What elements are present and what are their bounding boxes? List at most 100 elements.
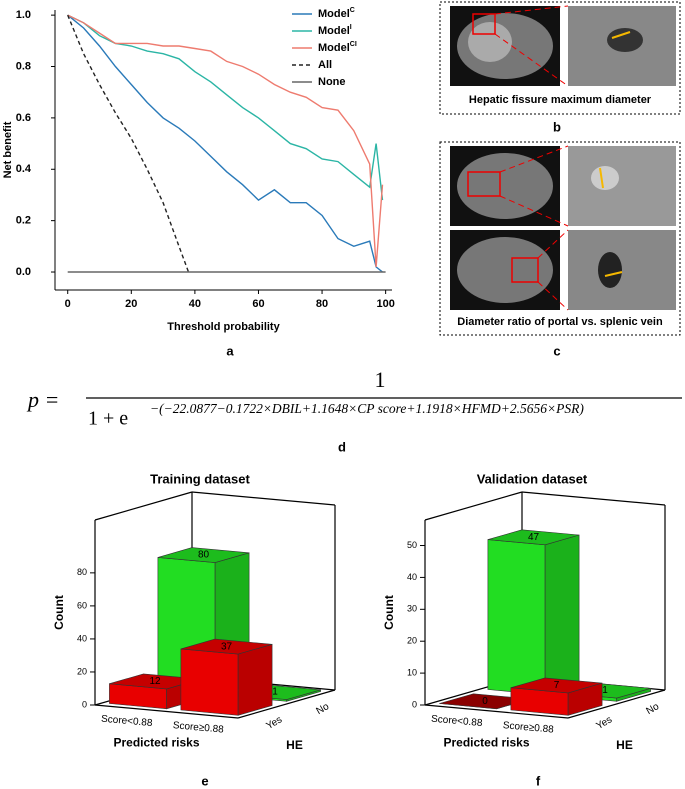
y-axis-label: Count — [382, 595, 396, 630]
y-tick-label: 60 — [77, 600, 87, 610]
bar-front — [487, 539, 546, 696]
zoom-line — [499, 195, 569, 227]
legend-label: All — [318, 59, 332, 71]
legend-name: Model — [318, 8, 350, 20]
panel-label: f — [536, 773, 541, 788]
measure-arrow — [611, 31, 631, 39]
chart-title: Training dataset — [150, 471, 250, 486]
y-tick-label: 40 — [77, 633, 87, 643]
series-line — [67, 14, 384, 267]
panel-label: c — [553, 343, 560, 358]
formula-exponent: −(−22.0877−0.1722×DBIL+1.1648×CP score+1… — [150, 401, 584, 416]
y-tick-label: 50 — [407, 540, 417, 550]
bar-top — [180, 638, 273, 655]
legend-superscript: C — [350, 7, 355, 14]
y-tick-label: 30 — [407, 604, 417, 614]
chart-title: Validation dataset — [477, 471, 588, 486]
legend-name: Model — [318, 42, 350, 54]
x-tick-label: Score≥0.88 — [502, 720, 554, 735]
x-axis-label: Predicted risks — [443, 736, 529, 750]
data-label: 12 — [149, 676, 161, 687]
x-tick-label: Score<0.88 — [101, 714, 154, 729]
x-tick-label: 80 — [316, 298, 328, 310]
formula-denominator: 1 + e — [88, 408, 128, 430]
panel-label: a — [226, 343, 234, 358]
ct-vein — [591, 166, 619, 190]
y-tick-label: 10 — [407, 667, 417, 677]
formula-numerator: 1 — [375, 367, 386, 392]
panel-c-frame — [439, 141, 681, 336]
ct-body — [457, 153, 553, 219]
y-tick-label: 0 — [412, 699, 417, 709]
x-tick-label: 0 — [65, 298, 71, 310]
ct-vein — [598, 252, 622, 288]
box-edge — [237, 689, 336, 719]
depth-tick-label: Yes — [595, 714, 615, 732]
bar-side — [544, 534, 580, 696]
x-tick-label: 40 — [189, 298, 201, 310]
bar-front — [180, 648, 239, 716]
legend-name: All — [318, 59, 332, 71]
legend-name: Model — [318, 25, 350, 37]
y-axis-label: Count — [52, 595, 66, 630]
depth-axis-label: HE — [616, 738, 633, 752]
ct-body — [457, 237, 553, 303]
y-tick-label: 1.0 — [16, 9, 31, 21]
measure-arrow — [604, 271, 623, 277]
roi-box — [472, 13, 496, 35]
legend-label: None — [318, 76, 346, 88]
box-edge — [521, 491, 666, 506]
ct-fissure — [607, 28, 643, 52]
x-tick-label: 100 — [376, 298, 394, 310]
data-label: 1 — [602, 685, 608, 696]
data-label: 7 — [554, 680, 560, 691]
y-tick-label: 0.4 — [16, 163, 32, 175]
x-tick-label: 60 — [252, 298, 264, 310]
caption: Diameter ratio of portal vs. splenic vei… — [457, 316, 663, 328]
y-tick-label: 0.2 — [16, 215, 31, 227]
legend-name: None — [318, 76, 346, 88]
legend-label: ModelCI — [318, 41, 357, 54]
x-tick-label: Score<0.88 — [431, 714, 484, 729]
data-label: 47 — [528, 532, 540, 543]
data-label: 80 — [198, 550, 210, 561]
zoom-line — [499, 145, 569, 173]
zoom-line — [494, 33, 569, 87]
legend-label: ModelI — [318, 24, 352, 37]
legend-superscript: CI — [350, 41, 357, 48]
zoom-line — [537, 281, 569, 311]
bar-top — [487, 529, 580, 546]
depth-tick-label: No — [645, 701, 662, 717]
bar-top — [510, 677, 603, 694]
depth-tick-label: No — [315, 701, 332, 717]
box-edge — [567, 689, 666, 719]
y-tick-label: 0 — [82, 699, 87, 709]
caption: Hepatic fissure maximum diameter — [469, 94, 652, 106]
y-tick-label: 20 — [77, 666, 87, 676]
panel-label: e — [201, 773, 208, 788]
x-axis-label: Predicted risks — [113, 736, 199, 750]
series-line — [67, 14, 383, 273]
data-label: 1 — [272, 687, 278, 698]
depth-axis-label: HE — [286, 738, 303, 752]
depth-tick-label: Yes — [265, 714, 285, 732]
y-tick-label: 80 — [77, 567, 87, 577]
x-tick-label: Score≥0.88 — [172, 720, 224, 735]
roi-box — [467, 171, 501, 197]
box-edge — [191, 491, 336, 506]
data-label: 37 — [221, 641, 233, 652]
legend-superscript: I — [350, 24, 352, 31]
zoom-line — [494, 5, 569, 15]
y-tick-label: 0.8 — [16, 60, 31, 72]
y-tick-label: 40 — [407, 572, 417, 582]
series-line — [67, 14, 190, 273]
roi-box — [511, 257, 539, 283]
bar-top — [157, 547, 250, 563]
y-axis-label: Net benefit — [2, 121, 14, 178]
y-tick-label: 0.6 — [16, 112, 31, 124]
box-edge — [94, 704, 239, 719]
panel-label: d — [338, 439, 346, 454]
ct-liver — [468, 22, 512, 62]
panel-label: b — [553, 119, 561, 134]
